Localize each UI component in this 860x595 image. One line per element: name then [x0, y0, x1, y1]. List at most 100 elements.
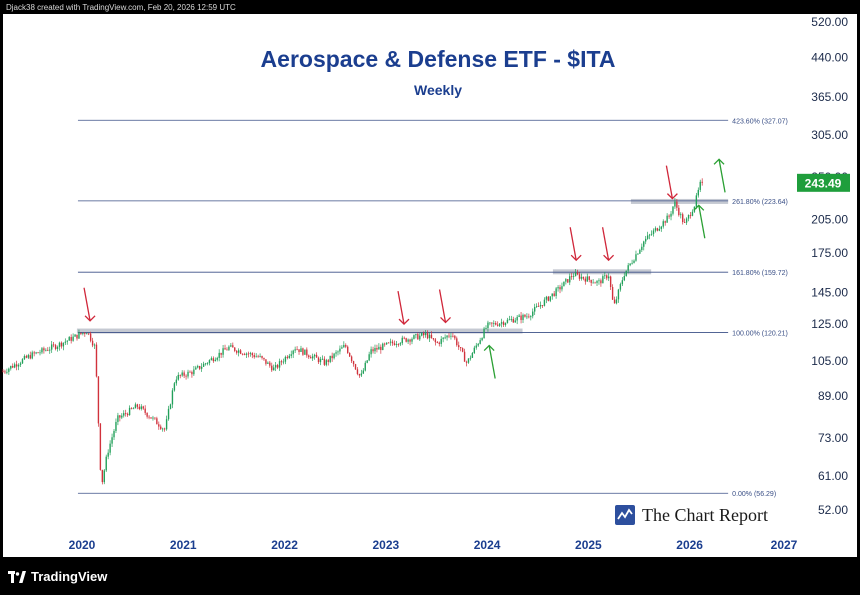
fib-level-label: 0.00% (56.29) — [732, 491, 776, 498]
candle-body — [456, 338, 458, 346]
candle-body — [368, 354, 370, 361]
candle-body — [276, 365, 279, 368]
candle-body — [569, 276, 571, 283]
candle-body — [93, 344, 96, 346]
support-arrow-icon — [713, 158, 726, 193]
candle-body — [615, 299, 618, 304]
candle-body — [296, 349, 298, 351]
candle-body — [422, 333, 425, 336]
candle-body — [378, 346, 380, 350]
candle-body — [97, 376, 100, 424]
candle-body — [604, 275, 606, 277]
candle-body — [197, 366, 199, 368]
candle-body — [485, 328, 487, 329]
candle-body — [360, 373, 363, 376]
support-arrow-icon — [693, 204, 706, 239]
candle-body — [202, 363, 205, 367]
candle-body — [609, 276, 612, 287]
price-axis-background — [797, 14, 857, 527]
candle-body — [600, 280, 602, 284]
tradingview-logo[interactable]: TradingView — [8, 569, 107, 584]
candle-body — [208, 360, 211, 364]
tradingview-logo-text: TradingView — [31, 569, 108, 584]
candle-body — [154, 417, 156, 419]
candle-body — [78, 332, 80, 339]
candle-body — [395, 344, 398, 345]
candle-body — [645, 238, 647, 242]
last-price-label: 243.49 — [805, 176, 842, 190]
candle-body — [15, 364, 18, 367]
candle-body — [117, 415, 119, 422]
candle-body — [691, 211, 694, 216]
candle-body — [701, 181, 703, 183]
resistance-arrow-icon — [83, 287, 96, 322]
candle-body — [384, 343, 386, 345]
candle-body — [697, 189, 699, 196]
candle-body — [407, 339, 409, 342]
candle-body — [286, 356, 289, 358]
resistance-zone — [76, 328, 523, 334]
candle-body — [119, 415, 121, 418]
candle-body — [345, 344, 347, 347]
candle-body — [37, 352, 39, 354]
candle-body — [29, 355, 31, 359]
candle-body — [329, 355, 331, 362]
candle-body — [128, 407, 131, 416]
candle-body — [288, 355, 290, 358]
candle-body — [49, 349, 51, 351]
candle-body — [47, 349, 49, 351]
candle-body — [35, 352, 37, 354]
candle-body — [243, 354, 246, 355]
candle-body — [469, 357, 472, 359]
candle-body — [446, 335, 448, 338]
candle-body — [101, 469, 104, 483]
price-tick-label: 520.00 — [811, 15, 848, 29]
candle-body — [434, 339, 437, 343]
resistance-arrow-icon — [438, 289, 451, 324]
candle-body — [533, 306, 536, 312]
candle-body — [43, 348, 45, 351]
candle-body — [504, 322, 507, 325]
candle-body — [430, 334, 433, 339]
candle-body — [506, 319, 509, 323]
candle-body — [635, 254, 637, 261]
candle-body — [13, 364, 16, 368]
candle-body — [571, 276, 573, 278]
candle-body — [440, 338, 442, 344]
candle-body — [72, 336, 74, 341]
candle-body — [382, 343, 384, 351]
candle-body — [105, 456, 107, 471]
candle-body — [397, 344, 400, 345]
candle-body — [672, 206, 674, 214]
candle-body — [31, 352, 33, 359]
candle-body — [668, 215, 670, 217]
candle-body — [123, 413, 125, 416]
watermark-text: The Chart Report — [642, 504, 768, 525]
chart-subtitle: Weekly — [414, 82, 462, 98]
fib-level-label: 100.00% (120.21) — [732, 330, 788, 337]
candle-body — [109, 443, 111, 453]
candle-body — [510, 319, 513, 320]
candle-body — [532, 311, 534, 317]
candle-body — [95, 344, 98, 377]
candle-body — [52, 344, 55, 346]
candle-body — [617, 289, 620, 300]
candle-body — [547, 296, 550, 301]
candle-body — [278, 361, 281, 368]
plot-background — [3, 14, 797, 527]
candle-body — [567, 279, 569, 283]
candle-body — [183, 372, 185, 376]
candle-body — [685, 218, 688, 223]
price-tick-label: 145.00 — [811, 286, 848, 300]
resistance-arrow-icon — [397, 291, 410, 326]
candle-body — [578, 274, 581, 279]
candle-body — [489, 322, 491, 324]
candle-body — [695, 195, 698, 207]
candle-body — [126, 413, 129, 416]
candle-body — [401, 337, 403, 344]
candle-body — [452, 335, 454, 337]
candle-body — [409, 339, 411, 342]
candle-body — [12, 365, 14, 368]
price-tick-label: 52.00 — [818, 503, 848, 517]
